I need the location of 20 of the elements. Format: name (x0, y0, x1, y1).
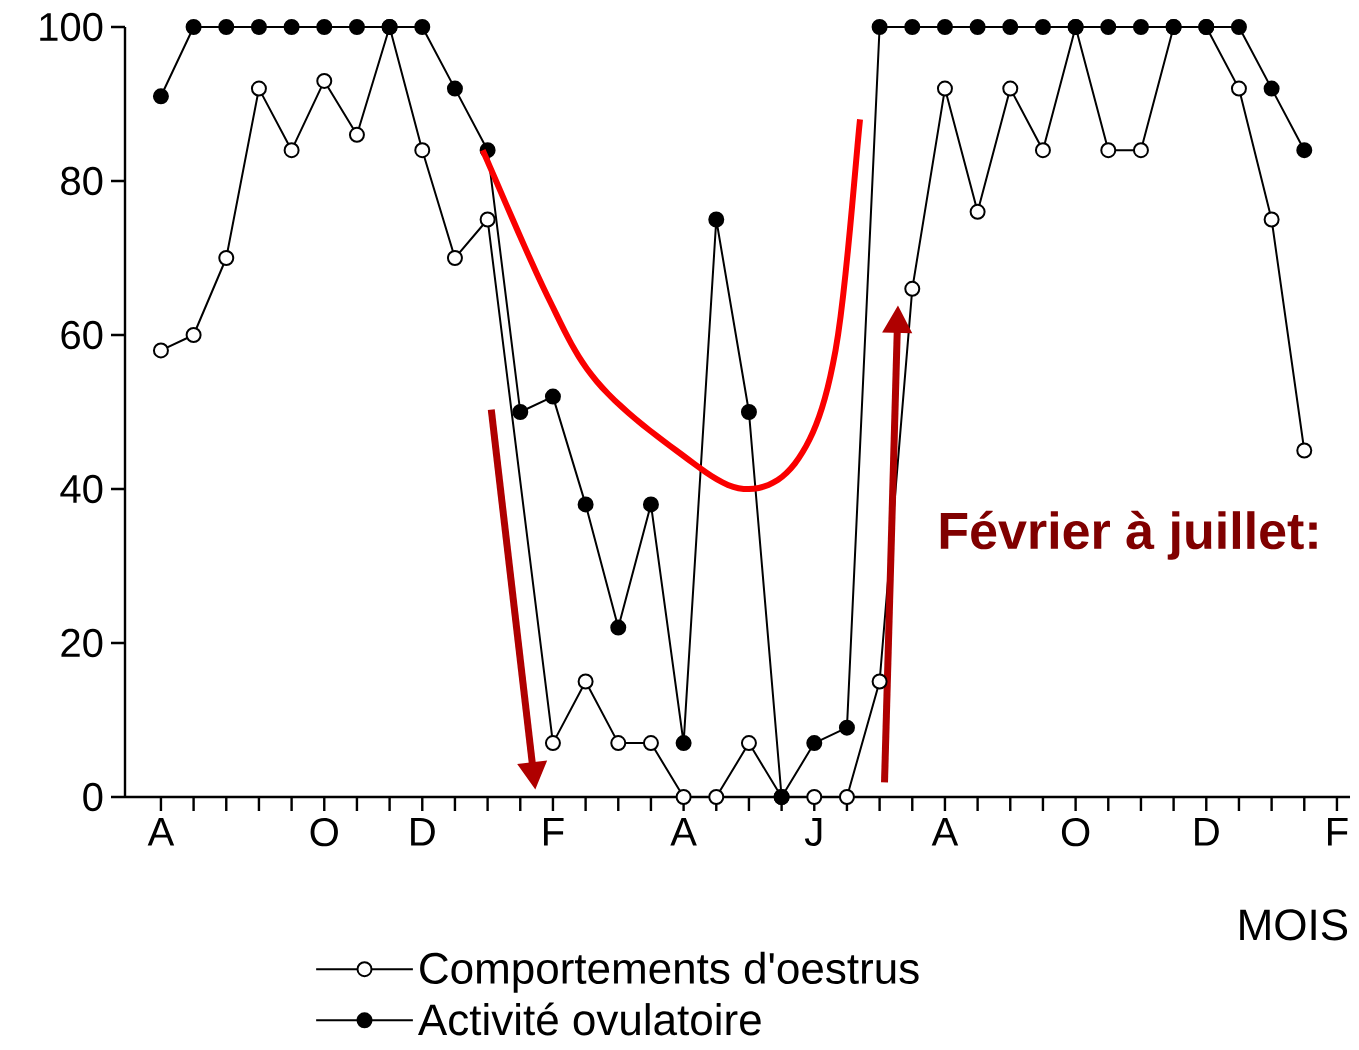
y-tick-label: 80 (61, 166, 103, 196)
annotation: Février à juillet: (940, 510, 1317, 560)
x-tick-label: O (1061, 818, 1090, 847)
x-tick-label: A (147, 818, 175, 846)
x-tick-label: A (931, 818, 959, 846)
legend-label: Activité ovulatoire (417, 1002, 761, 1036)
y-tick-label: 60 (61, 320, 103, 350)
x-tick-label: F (544, 818, 564, 846)
x-tick-label: J (804, 818, 822, 846)
legend-label: Comportements d'oestrus (420, 951, 919, 993)
x-axis-title: MOIS (1240, 909, 1348, 941)
y-tick-label: 40 (60, 474, 103, 504)
x-tick-label: O (310, 818, 338, 847)
x-tick-label: F (1328, 818, 1348, 846)
x-tick-label: A (670, 818, 697, 846)
y-tick-label: 100 (40, 12, 103, 42)
y-tick-label: 0 (83, 782, 103, 812)
x-tick-label: D (1195, 818, 1219, 846)
x-tick-label: D (411, 818, 435, 846)
y-tick-label: 20 (61, 628, 103, 658)
